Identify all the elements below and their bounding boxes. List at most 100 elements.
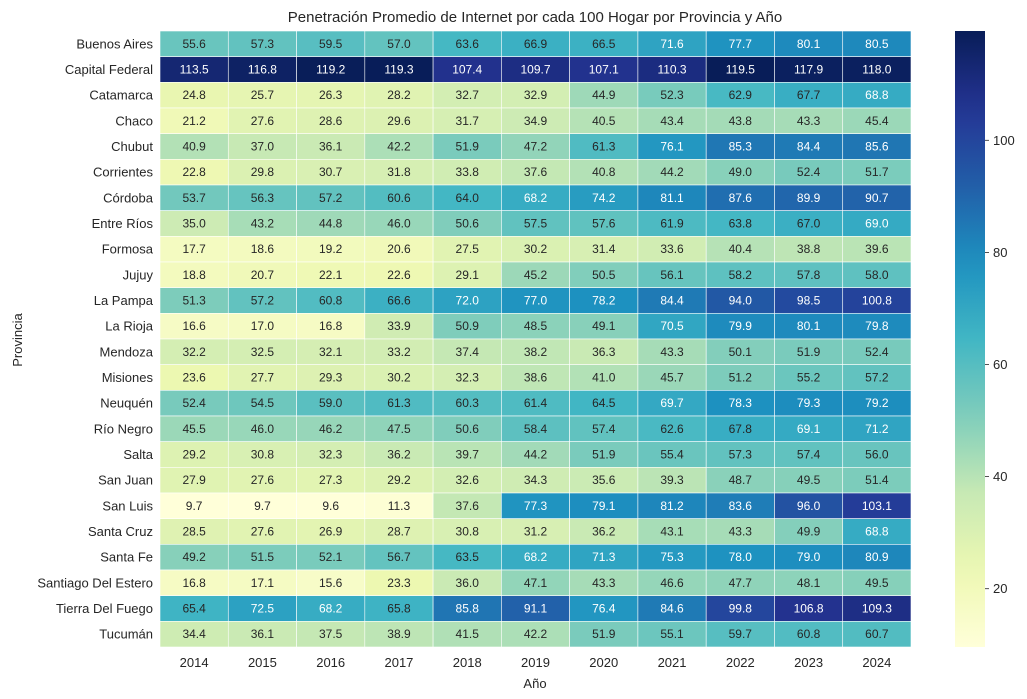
heatmap-cell (569, 236, 639, 263)
cell-value-label: 32.6 (456, 473, 480, 487)
heatmap-cell (774, 210, 844, 237)
cell-value-label: 84.4 (797, 140, 821, 154)
cell-value-label: 76.4 (592, 602, 616, 616)
cell-value-label: 67.8 (729, 422, 753, 436)
colorbar-tick-label: 60 (993, 357, 1007, 372)
heatmap-cell (842, 621, 912, 648)
heatmap-cell (637, 595, 707, 622)
heatmap-cell (296, 390, 366, 417)
heatmap-cell (364, 518, 434, 545)
heatmap-cell (705, 56, 775, 83)
cell-value-label: 26.9 (319, 525, 343, 539)
cell-value-label: 16.8 (182, 576, 206, 590)
cell-value-label: 41.0 (592, 371, 616, 385)
y-tick-label: Entre Ríos (92, 216, 154, 231)
heatmap-cell (569, 56, 639, 83)
cell-value-label: 60.6 (387, 191, 411, 205)
heatmap-cell (501, 159, 570, 186)
cell-value-label: 20.7 (251, 268, 275, 282)
cell-value-label: 49.0 (729, 165, 753, 179)
y-tick-label: Santa Fe (100, 550, 153, 565)
cell-value-label: 119.2 (316, 63, 345, 77)
heatmap-cell (569, 390, 639, 417)
heatmap-cell (705, 569, 775, 596)
cell-value-label: 94.0 (729, 294, 753, 308)
cell-value-label: 57.5 (524, 217, 548, 231)
cell-value-label: 46.0 (387, 217, 411, 231)
heatmap-cell (432, 518, 502, 545)
heatmap-cell (569, 467, 639, 494)
heatmap-cell (569, 133, 639, 160)
cell-value-label: 51.4 (865, 473, 889, 487)
cell-value-label: 79.8 (865, 319, 889, 333)
heatmap-cell (637, 415, 707, 442)
cell-value-label: 60.8 (319, 294, 343, 308)
cell-value-label: 22.6 (387, 268, 411, 282)
cell-value-label: 55.1 (660, 627, 684, 641)
cell-value-label: 27.6 (251, 473, 275, 487)
cell-value-label: 107.4 (452, 63, 482, 77)
cell-value-label: 43.3 (797, 114, 821, 128)
cell-value-label: 52.1 (319, 550, 343, 564)
cell-value-label: 34.3 (524, 473, 548, 487)
cell-value-label: 56.3 (251, 191, 275, 205)
cell-value-label: 47.7 (729, 576, 753, 590)
cell-value-label: 68.8 (865, 88, 889, 102)
heatmap-cell (159, 210, 229, 237)
cell-value-label: 29.8 (251, 165, 275, 179)
heatmap-cell (296, 621, 366, 648)
cell-value-label: 9.6 (322, 499, 339, 513)
cell-value-label: 116.8 (248, 63, 277, 77)
heatmap-cell (227, 184, 297, 211)
cell-value-label: 32.3 (319, 448, 343, 462)
heatmap-cell (364, 159, 434, 186)
cell-value-label: 49.1 (592, 319, 616, 333)
cell-value-label: 43.1 (660, 525, 684, 539)
heatmap-cell (159, 313, 229, 340)
cell-value-label: 59.0 (319, 396, 343, 410)
cell-value-label: 64.0 (456, 191, 480, 205)
cell-value-label: 55.6 (182, 37, 206, 51)
heatmap-cell (569, 210, 639, 237)
heatmap-cell (842, 441, 912, 468)
heatmap-cell (432, 621, 502, 648)
heatmap-cell (705, 390, 775, 417)
cell-value-label: 68.8 (865, 525, 889, 539)
heatmap-cell (227, 364, 297, 391)
cell-value-label: 49.9 (797, 525, 821, 539)
cell-value-label: 32.1 (319, 345, 343, 359)
cell-value-label: 24.8 (182, 88, 206, 102)
heatmap-cell (296, 236, 366, 263)
heatmap-cell (569, 107, 639, 134)
heatmap-cell (637, 184, 707, 211)
cell-value-label: 57.0 (387, 37, 411, 51)
cell-value-label: 31.4 (592, 242, 616, 256)
heatmap-cell (842, 133, 912, 160)
heatmap-cell (159, 544, 229, 571)
heatmap-cell (774, 492, 844, 519)
cell-value-label: 38.9 (387, 627, 411, 641)
cell-value-label: 58.4 (524, 422, 548, 436)
cell-value-label: 63.6 (456, 37, 480, 51)
cell-value-label: 85.8 (456, 602, 480, 616)
cell-value-label: 80.9 (865, 550, 889, 564)
heatmap-cell (227, 313, 297, 340)
cell-value-label: 58.0 (865, 268, 889, 282)
cell-value-label: 9.7 (254, 499, 271, 513)
chart-title: Penetración Promedio de Internet por cad… (288, 9, 782, 26)
cell-value-label: 45.2 (524, 268, 548, 282)
heatmap-cell (296, 569, 366, 596)
cell-value-label: 72.5 (251, 602, 275, 616)
x-tick-label: 2016 (316, 655, 345, 670)
heatmap-cell (637, 210, 707, 237)
heatmap-cell (432, 133, 502, 160)
cell-value-label: 19.2 (319, 242, 343, 256)
heatmap-cell (637, 261, 707, 288)
heatmap-cell (296, 415, 366, 442)
heatmap-cell (364, 492, 434, 519)
heatmap-cell (637, 313, 707, 340)
heatmap-cell (774, 518, 844, 545)
heatmap-cell (501, 338, 570, 365)
cell-value-label: 46.0 (251, 422, 275, 436)
heatmap-cell (364, 364, 434, 391)
